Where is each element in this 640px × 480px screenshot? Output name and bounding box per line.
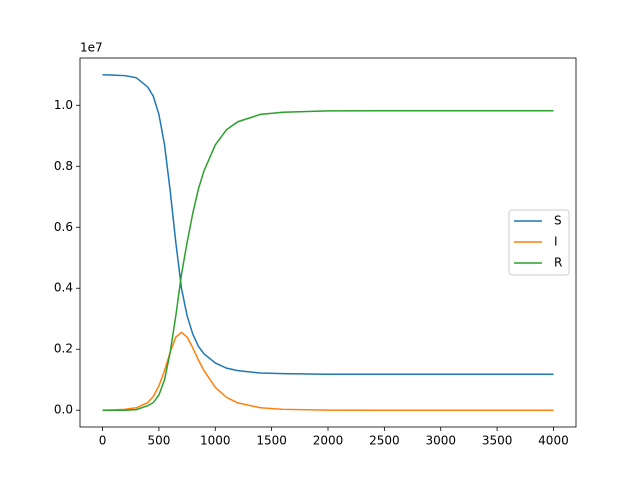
line-series xyxy=(102,110,554,411)
y-tick-label: 0.0 xyxy=(54,403,73,417)
y-tick-label: 0.4 xyxy=(54,281,73,295)
x-tick-label: 2500 xyxy=(369,434,400,448)
x-tick-label: 0 xyxy=(99,434,107,448)
plot-frame xyxy=(79,57,577,428)
x-tick-label: 3000 xyxy=(425,434,456,448)
y-offset-label: 1e7 xyxy=(80,41,103,55)
y-tick-label: 1.0 xyxy=(54,98,73,112)
legend-label: I xyxy=(554,235,558,249)
x-tick-label: 3500 xyxy=(482,434,513,448)
y-tick-label: 0.2 xyxy=(54,342,73,356)
legend-label: S xyxy=(554,214,562,228)
x-tick-label: 4000 xyxy=(538,434,569,448)
x-tick-label: 500 xyxy=(147,434,170,448)
line-series xyxy=(102,331,554,411)
y-tick-label: 0.8 xyxy=(54,159,73,173)
y-tick-label: 0.6 xyxy=(54,220,73,234)
x-tick-label: 1500 xyxy=(256,434,287,448)
line-series xyxy=(102,74,554,375)
x-tick-label: 2000 xyxy=(313,434,344,448)
x-tick-label: 1000 xyxy=(200,434,231,448)
legend-label: R xyxy=(554,256,562,270)
